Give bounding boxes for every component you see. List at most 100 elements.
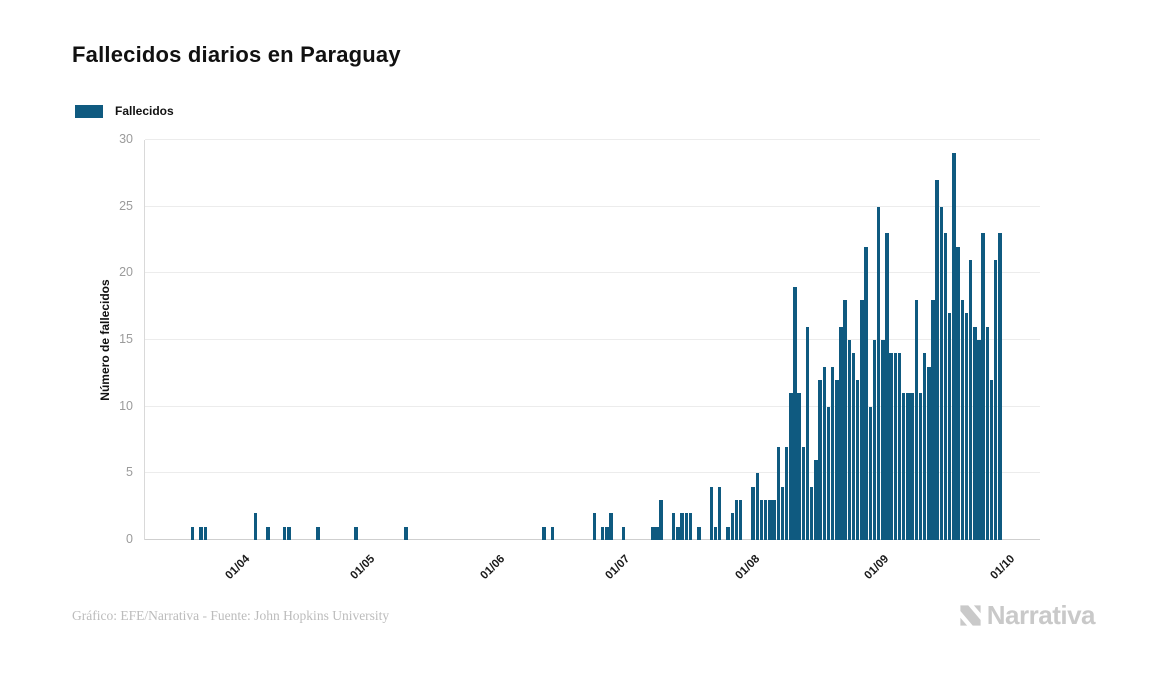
bar[interactable] — [910, 393, 914, 540]
bar[interactable] — [684, 513, 688, 540]
bar[interactable] — [717, 486, 722, 540]
bar[interactable] — [918, 393, 923, 540]
bar[interactable] — [973, 326, 977, 540]
bar[interactable] — [989, 380, 994, 540]
bar[interactable] — [897, 353, 902, 540]
bar[interactable] — [981, 233, 985, 540]
x-tick-label: 01/09 — [862, 553, 892, 582]
bar[interactable] — [931, 300, 935, 540]
bar[interactable] — [287, 526, 291, 540]
bar[interactable] — [801, 446, 806, 540]
bar[interactable] — [814, 460, 818, 540]
bar[interactable] — [780, 486, 785, 540]
bar[interactable] — [893, 353, 898, 540]
bar[interactable] — [776, 446, 780, 540]
bar[interactable] — [860, 300, 864, 540]
bar[interactable] — [943, 233, 948, 540]
bar[interactable] — [680, 513, 684, 540]
gridline — [145, 139, 1040, 140]
bar[interactable] — [839, 326, 843, 540]
bar[interactable] — [730, 513, 734, 540]
bar[interactable] — [964, 313, 969, 540]
bar[interactable] — [826, 406, 831, 540]
bar[interactable] — [847, 340, 852, 540]
bar[interactable] — [889, 353, 893, 540]
bar[interactable] — [914, 300, 918, 540]
gridline — [145, 205, 1040, 207]
bar[interactable] — [404, 526, 408, 540]
bar[interactable] — [843, 300, 847, 540]
bar[interactable] — [805, 326, 810, 540]
bar[interactable] — [855, 380, 860, 540]
bar[interactable] — [203, 526, 208, 540]
bar[interactable] — [968, 260, 973, 540]
legend: Fallecidos — [75, 104, 174, 118]
bar[interactable] — [956, 246, 960, 540]
bar[interactable] — [651, 526, 655, 540]
bar[interactable] — [709, 486, 714, 540]
bar[interactable] — [851, 353, 856, 540]
bar[interactable] — [901, 393, 906, 540]
bar[interactable] — [697, 526, 701, 540]
bar[interactable] — [998, 233, 1002, 540]
bar[interactable] — [947, 313, 952, 540]
bar[interactable] — [763, 500, 768, 540]
bar[interactable] — [906, 393, 910, 540]
plot-area[interactable] — [145, 139, 1040, 540]
bar[interactable] — [542, 526, 546, 540]
bar[interactable] — [927, 366, 931, 540]
bar[interactable] — [751, 486, 755, 540]
bar[interactable] — [550, 526, 555, 540]
bar[interactable] — [830, 366, 835, 540]
bar[interactable] — [985, 326, 990, 540]
bar[interactable] — [939, 206, 944, 540]
bar[interactable] — [191, 526, 195, 540]
bar[interactable] — [789, 393, 793, 540]
bar[interactable] — [253, 513, 258, 540]
bar[interactable] — [881, 340, 885, 540]
bar[interactable] — [935, 180, 939, 540]
bar[interactable] — [977, 340, 981, 540]
bar[interactable] — [952, 153, 956, 540]
narrativa-logo-text: Narrativa — [986, 600, 1096, 630]
bar[interactable] — [793, 286, 797, 540]
bar[interactable] — [655, 526, 659, 540]
bar[interactable] — [600, 526, 605, 540]
bar[interactable] — [864, 246, 868, 540]
bar[interactable] — [872, 340, 877, 540]
bar[interactable] — [283, 526, 287, 540]
bar[interactable] — [922, 353, 927, 540]
bar[interactable] — [960, 300, 964, 540]
bar[interactable] — [266, 526, 270, 540]
bar[interactable] — [738, 500, 743, 540]
bar[interactable] — [994, 260, 998, 540]
bar[interactable] — [876, 206, 881, 540]
bar[interactable] — [592, 513, 596, 540]
bar[interactable] — [659, 500, 663, 540]
bar[interactable] — [726, 526, 730, 540]
y-tick-label: 10 — [119, 398, 133, 413]
bar[interactable] — [609, 513, 613, 540]
bar[interactable] — [809, 486, 814, 540]
bar[interactable] — [713, 526, 718, 540]
bar[interactable] — [835, 380, 839, 540]
bar[interactable] — [885, 233, 889, 540]
bar[interactable] — [784, 446, 789, 540]
bar[interactable] — [316, 526, 320, 540]
bar[interactable] — [818, 380, 822, 540]
bar[interactable] — [868, 406, 872, 540]
bar[interactable] — [734, 500, 739, 540]
bar[interactable] — [688, 513, 693, 540]
bar[interactable] — [676, 526, 680, 540]
bar[interactable] — [768, 500, 772, 540]
bar[interactable] — [605, 526, 609, 540]
bar[interactable] — [354, 526, 358, 540]
bar[interactable] — [671, 513, 676, 540]
bar[interactable] — [822, 366, 826, 540]
bar[interactable] — [772, 500, 776, 540]
bar[interactable] — [759, 500, 764, 540]
bar[interactable] — [621, 526, 626, 540]
bar[interactable] — [755, 473, 760, 540]
bar[interactable] — [797, 393, 801, 540]
bar[interactable] — [199, 526, 203, 540]
